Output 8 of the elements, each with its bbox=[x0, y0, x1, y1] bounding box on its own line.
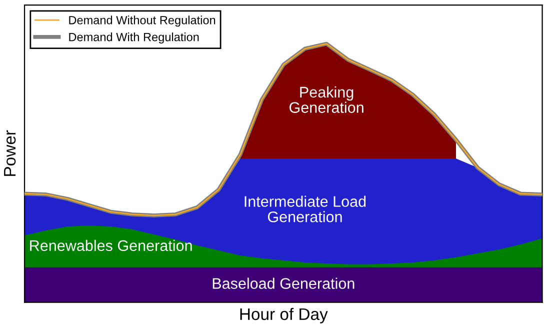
series-label: Baseload Generation bbox=[212, 278, 354, 289]
x-axis-title: Hour of Day bbox=[240, 308, 328, 324]
series-label: Renewables Generation bbox=[30, 240, 192, 252]
series-label: Intermediate Load Generation bbox=[244, 196, 366, 222]
legend-label: Demand Without Regulation bbox=[69, 16, 216, 27]
series-label: Peaking Generation bbox=[290, 86, 364, 113]
y-axis-title: Power bbox=[4, 130, 16, 176]
legend-label: Demand With Regulation bbox=[69, 32, 199, 44]
